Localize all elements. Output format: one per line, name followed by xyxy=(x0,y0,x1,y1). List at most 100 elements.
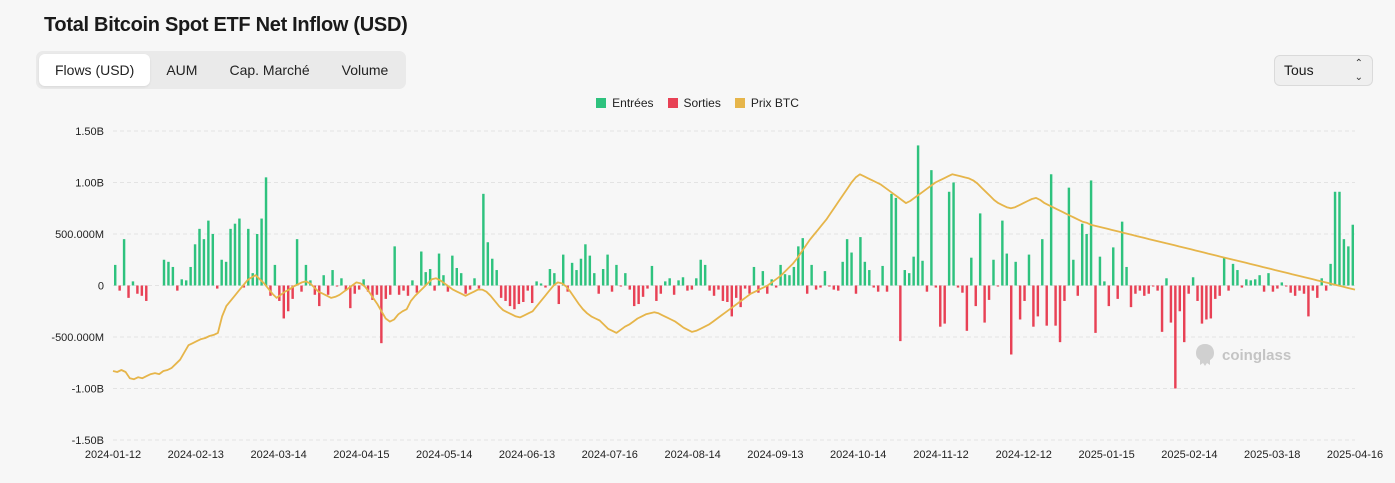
outflow-bar xyxy=(508,285,512,307)
outflow-bar xyxy=(1227,285,1230,291)
inflow-bar xyxy=(482,193,485,286)
inflow-bar xyxy=(859,237,862,286)
tab-market-cap[interactable]: Cap. Marché xyxy=(229,62,310,78)
outflow-bar xyxy=(1293,285,1297,296)
legend-swatch-btc-price xyxy=(734,98,745,108)
outflow-bar xyxy=(939,285,942,327)
inflow-bar xyxy=(1249,280,1252,286)
inflow-bar xyxy=(1049,174,1053,286)
outflow-bar xyxy=(300,285,303,292)
outflow-bar xyxy=(1311,285,1315,291)
inflow-bar xyxy=(650,265,654,286)
outflow-bar xyxy=(721,285,725,301)
outflow-bar xyxy=(1218,285,1221,296)
outflow-bar xyxy=(983,285,986,323)
inflow-bar xyxy=(845,239,849,286)
inflow-bar xyxy=(1258,275,1261,286)
inflow-bar xyxy=(1005,253,1009,286)
legend-item-inflow[interactable]: Entrées xyxy=(596,96,654,110)
inflow-bar xyxy=(224,261,228,286)
inflow-bar xyxy=(247,228,250,286)
y-tick-label: 500.000M xyxy=(55,229,104,241)
inflow-bar xyxy=(553,273,556,286)
inflow-bar xyxy=(486,242,490,286)
inflow-bar xyxy=(907,273,911,286)
legend-item-btc-price[interactable]: Prix BTC xyxy=(734,96,799,110)
outflow-bar xyxy=(854,285,858,294)
inflow-bar xyxy=(823,271,827,286)
x-tick-label: 2024-04-15 xyxy=(333,449,389,461)
inflow-bar xyxy=(1120,221,1124,286)
outflow-bar xyxy=(1302,285,1306,294)
outflow-bar xyxy=(641,285,645,297)
inflow-bar xyxy=(420,251,423,286)
outflow-bar xyxy=(464,285,467,294)
outflow-bar xyxy=(965,285,969,331)
inflow-bar xyxy=(575,270,578,286)
inflow-bar xyxy=(810,264,813,286)
inflow-bar xyxy=(593,273,596,286)
outflow-bar xyxy=(632,285,636,307)
y-tick-label: -500.000M xyxy=(51,332,104,344)
inflow-bar xyxy=(233,223,237,286)
inflow-bar xyxy=(331,270,334,286)
inflow-bar xyxy=(664,281,667,286)
legend-item-outflow[interactable]: Sorties xyxy=(667,96,721,110)
outflow-bar xyxy=(739,285,742,308)
chevron-updown-icon: ⌃ ⌄ xyxy=(1354,57,1363,83)
outflow-bar xyxy=(819,285,822,288)
inflow-bar xyxy=(202,239,206,286)
inflow-bar xyxy=(752,266,756,286)
outflow-bar xyxy=(1032,285,1035,327)
outflow-bar xyxy=(499,285,503,298)
outflow-bar xyxy=(717,285,720,290)
outflow-bar xyxy=(1324,285,1328,291)
inflow-bar xyxy=(198,228,201,286)
inflow-bar xyxy=(1165,278,1168,286)
outflow-bar xyxy=(1262,285,1266,292)
inflow-bar xyxy=(1067,187,1071,286)
inflow-bar xyxy=(703,264,707,286)
outflow-bar xyxy=(956,285,960,288)
inflow-bar xyxy=(340,278,343,286)
inflow-bar xyxy=(167,261,170,286)
outflow-bar xyxy=(1023,285,1026,301)
outflow-bar xyxy=(1058,285,1062,343)
outflow-bar xyxy=(619,285,623,287)
view-tabs: Flows (USD) AUM Cap. Marché Volume xyxy=(36,51,406,89)
outflow-bar xyxy=(349,285,352,309)
inflow-bar xyxy=(473,278,476,286)
outflow-bar xyxy=(748,285,751,294)
outflow-bar xyxy=(384,285,388,299)
time-range-select[interactable]: Tous ⌃ ⌄ xyxy=(1274,55,1373,86)
outflow-bar xyxy=(513,285,516,310)
inflow-bar xyxy=(584,244,587,286)
outflow-bar xyxy=(1307,285,1310,317)
inflow-bar xyxy=(868,270,871,286)
outflow-bar xyxy=(335,285,339,287)
outflow-bar xyxy=(145,285,148,301)
inflow-bar xyxy=(193,244,197,286)
inflow-bar xyxy=(220,259,223,286)
outflow-bar xyxy=(996,285,1000,287)
outflow-bar xyxy=(1209,285,1213,319)
outflow-bar xyxy=(1143,285,1146,296)
inflow-bar xyxy=(535,281,538,286)
outflow-bar xyxy=(1156,285,1159,291)
outflow-bar xyxy=(1200,285,1204,324)
inflow-bar xyxy=(437,253,441,286)
outflow-bar xyxy=(1107,285,1111,307)
outflow-bar xyxy=(402,285,405,291)
inflow-bar xyxy=(1333,191,1337,286)
legend-label-outflow: Sorties xyxy=(683,96,721,110)
inflow-bar xyxy=(171,266,175,286)
tab-flows[interactable]: Flows (USD) xyxy=(39,54,151,86)
inflow-bar xyxy=(162,259,166,286)
tab-volume[interactable]: Volume xyxy=(341,62,389,78)
inflow-bar xyxy=(894,197,898,286)
inflow-bar xyxy=(916,145,920,286)
outflow-bar xyxy=(726,285,729,302)
tab-aum[interactable]: AUM xyxy=(166,62,198,78)
outflow-bar xyxy=(1054,285,1057,326)
